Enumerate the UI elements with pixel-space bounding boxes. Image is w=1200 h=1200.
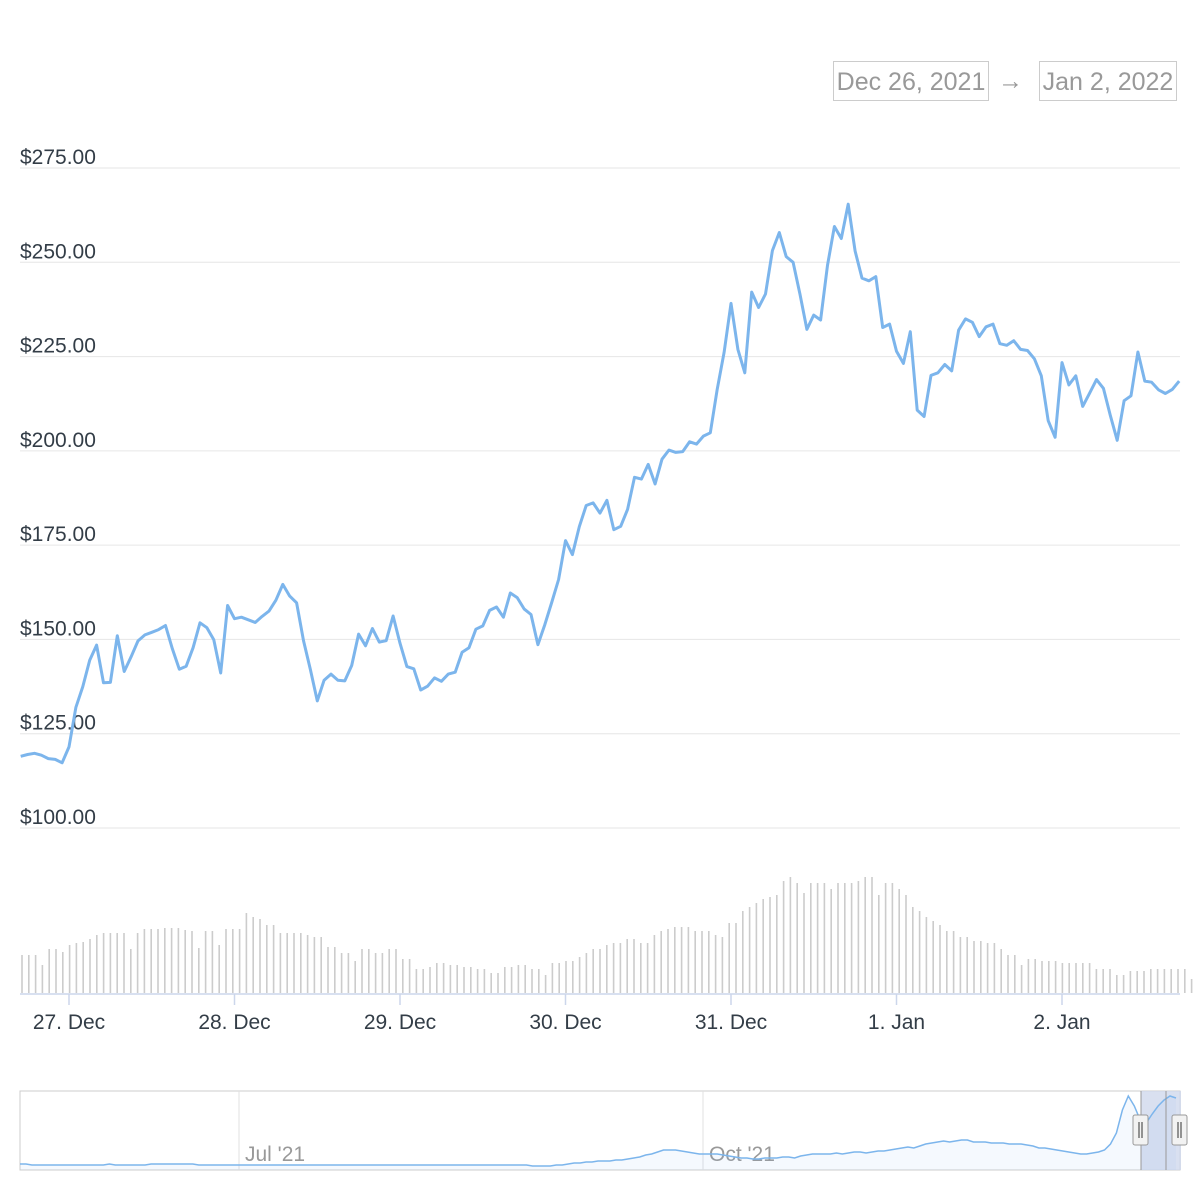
y-tick-label: $150.00 bbox=[20, 617, 96, 640]
navigator-handle-left[interactable] bbox=[1132, 1114, 1149, 1146]
y-tick-label: $275.00 bbox=[20, 146, 96, 169]
y-tick-label: $100.00 bbox=[20, 806, 96, 829]
navigator-handle-right[interactable] bbox=[1171, 1114, 1188, 1146]
range-from-input[interactable]: Dec 26, 2021 bbox=[833, 61, 989, 101]
x-tick-label: 31. Dec bbox=[695, 1011, 767, 1034]
y-tick-label: $200.00 bbox=[20, 429, 96, 452]
x-tick-label: 2. Jan bbox=[1033, 1011, 1090, 1034]
x-tick-label: 28. Dec bbox=[198, 1011, 270, 1034]
navigator-area bbox=[20, 1096, 1176, 1170]
x-tick-label: 1. Jan bbox=[868, 1011, 925, 1034]
navigator-label: Jul '21 bbox=[245, 1143, 305, 1166]
x-tick-label: 30. Dec bbox=[529, 1011, 601, 1034]
y-tick-label: $250.00 bbox=[20, 240, 96, 263]
x-tick-label: 27. Dec bbox=[33, 1011, 105, 1034]
price-line bbox=[20, 202, 1181, 765]
y-tick-label: $225.00 bbox=[20, 335, 96, 358]
x-tick-label: 29. Dec bbox=[364, 1011, 436, 1034]
y-tick-label: $175.00 bbox=[20, 523, 96, 546]
range-arrow: → bbox=[998, 67, 1023, 95]
handle-body[interactable] bbox=[1132, 1114, 1149, 1146]
handle-body[interactable] bbox=[1171, 1114, 1188, 1146]
y-tick-label: $125.00 bbox=[20, 712, 96, 735]
navigator-line bbox=[20, 1094, 1177, 1167]
range-to-input[interactable]: Jan 2, 2022 bbox=[1039, 61, 1177, 101]
navigator-label: Oct '21 bbox=[709, 1143, 775, 1166]
